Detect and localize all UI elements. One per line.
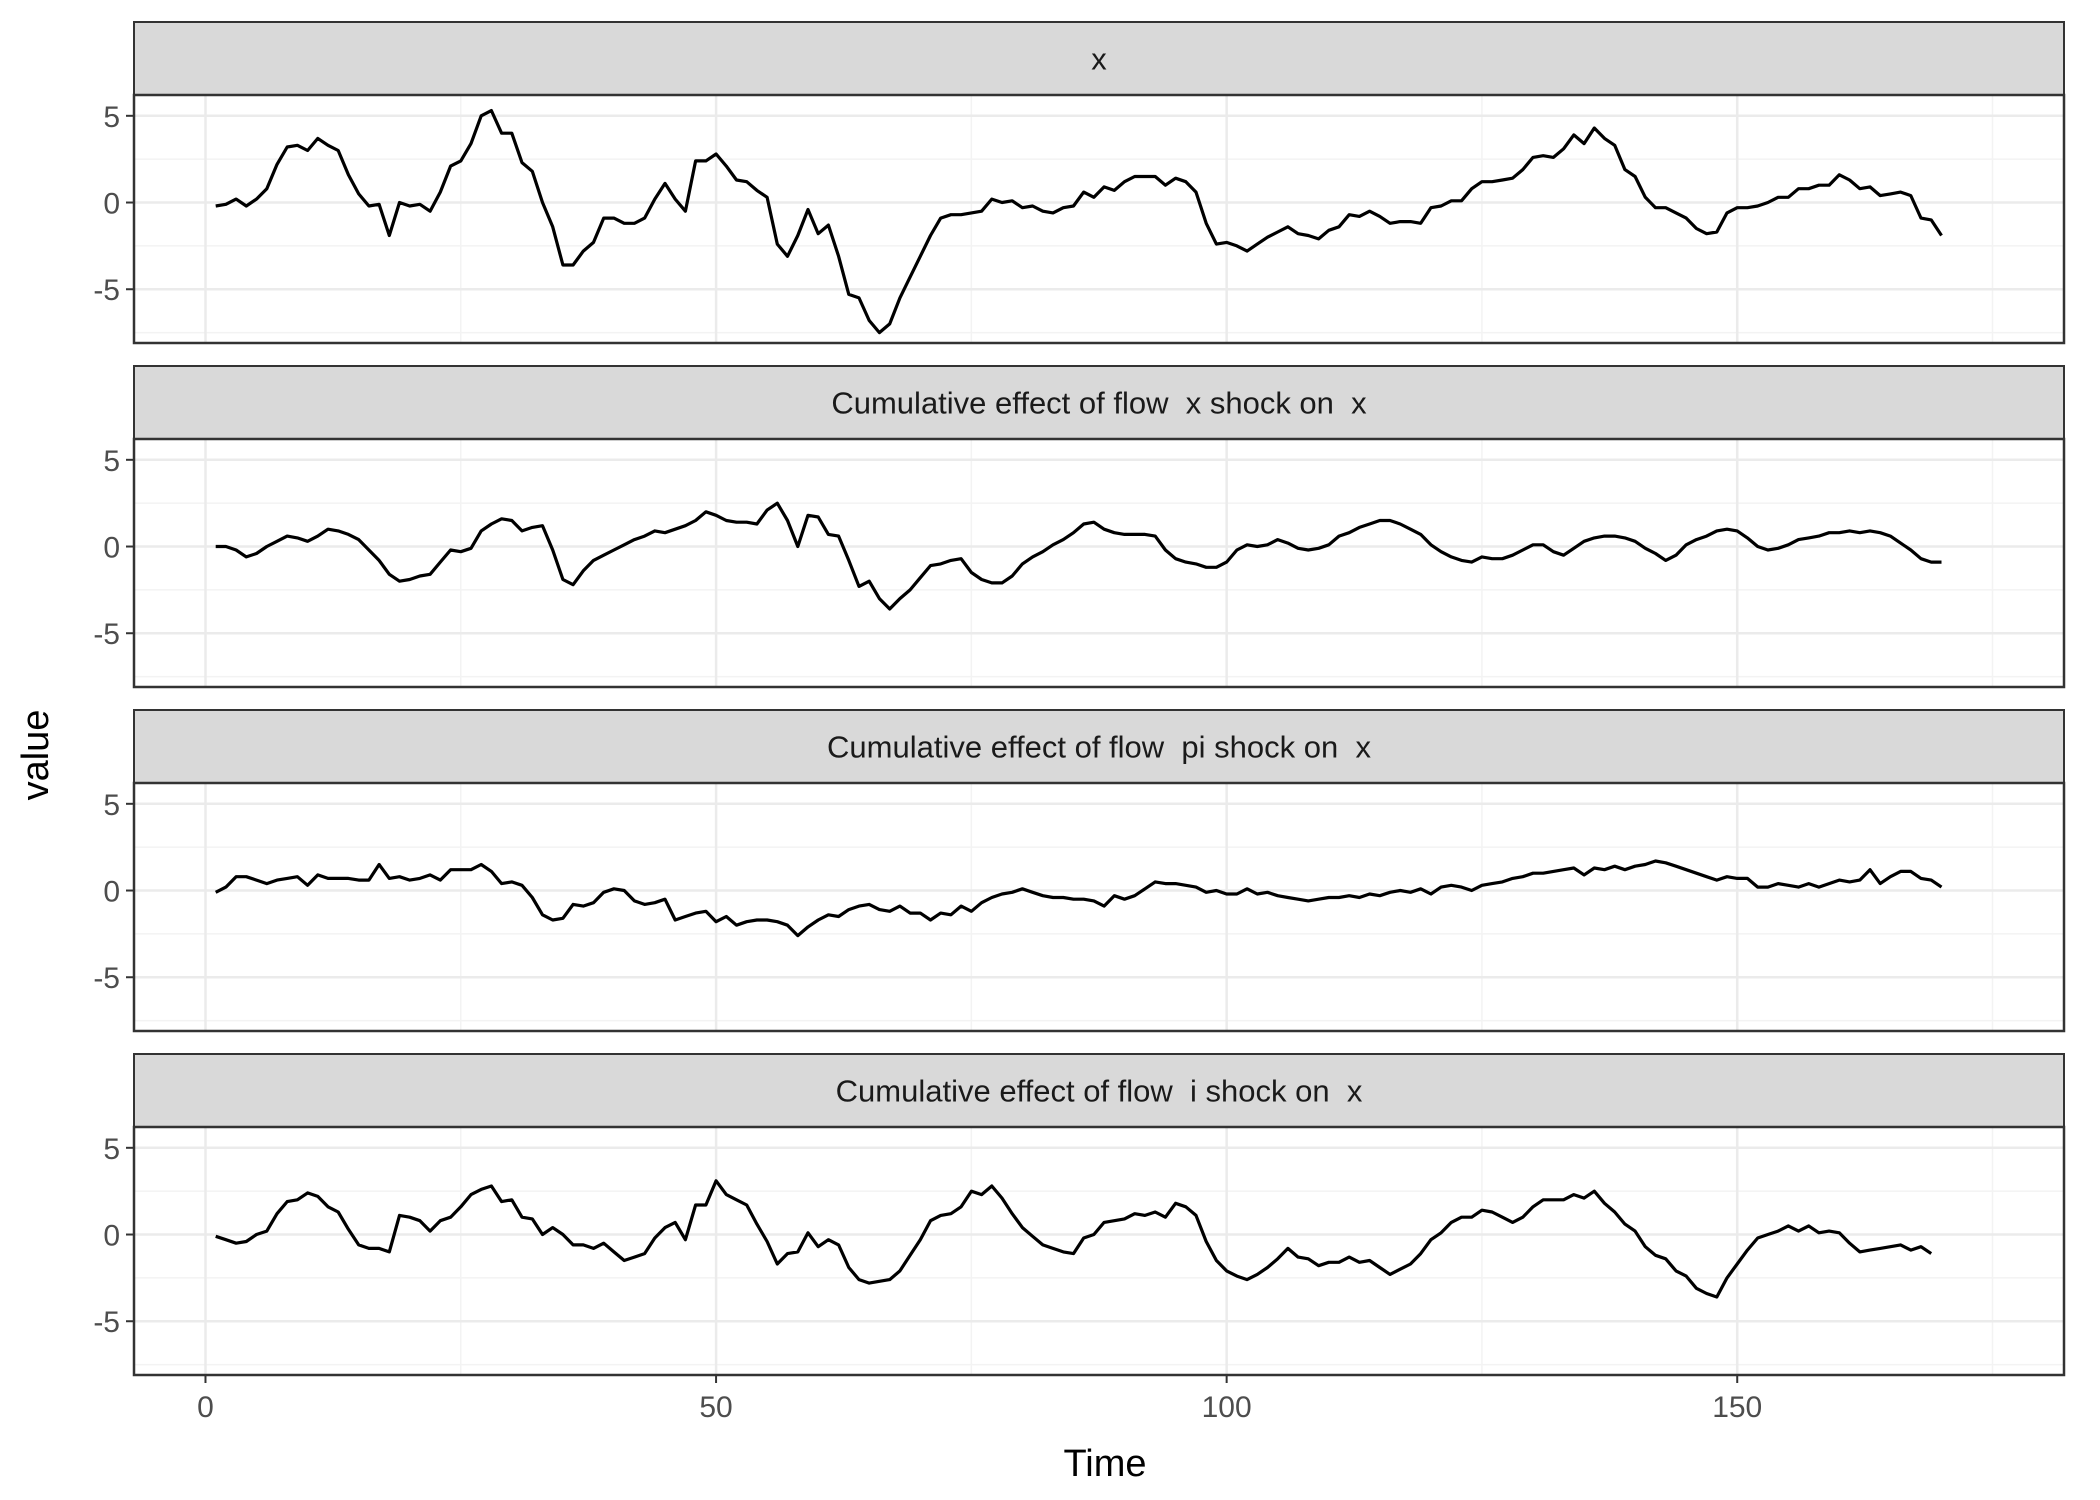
- series-line: [215, 108, 1943, 335]
- y-tick-label: 0: [103, 188, 120, 221]
- y-tick-label: 5: [103, 101, 120, 134]
- y-tick-label: 0: [103, 532, 120, 565]
- plot-background: [134, 1127, 2064, 1375]
- x-axis: 0 50 100 150: [197, 1375, 1762, 1424]
- facet-panel-1: 5 0 -5 x: [93, 21, 2066, 345]
- facet-strip-label: Cumulative effect of flow x shock on x: [831, 386, 1367, 421]
- y-tick-label: -5: [93, 618, 120, 651]
- series-line: [215, 501, 1942, 611]
- y-tick-label: -5: [93, 274, 120, 307]
- panel-border: [132, 781, 2066, 1033]
- facet-strip: [133, 21, 2065, 96]
- x-tick-label: 150: [1712, 1391, 1762, 1424]
- series-line: [214, 859, 1943, 938]
- facet-strip: [133, 1053, 2065, 1128]
- y-tick-label: 0: [103, 876, 120, 909]
- plot-background: [134, 95, 2064, 343]
- y-tick-label: 5: [103, 1133, 120, 1166]
- series-line: [215, 1179, 1933, 1299]
- facet-panel-3: 5 0 -5 Cumulative effect of flow pi shock o…: [93, 709, 2066, 1033]
- y-axis-title: value: [15, 710, 57, 801]
- facet-strip-label: Cumulative effect of flow i shock on x: [836, 1074, 1363, 1109]
- panel-border: [132, 1125, 2066, 1377]
- x-tick-label: 0: [197, 1391, 214, 1424]
- y-tick-label: -5: [93, 1306, 120, 1339]
- plot-background: [134, 783, 2064, 1031]
- x-tick-label: 100: [1202, 1391, 1252, 1424]
- panel-border: [132, 93, 2066, 345]
- panel-border: [132, 437, 2066, 689]
- facet-strip-label: x: [1091, 42, 1107, 77]
- y-tick-label: 5: [103, 789, 120, 822]
- y-tick-label: 0: [103, 1220, 120, 1253]
- y-tick-label: -5: [93, 962, 120, 995]
- x-tick-label: 50: [699, 1391, 732, 1424]
- x-axis-title: Time: [1063, 1443, 1146, 1485]
- plot-background: [134, 439, 2064, 687]
- y-tick-label: 5: [103, 445, 120, 478]
- facet-strip: [133, 709, 2065, 784]
- facet-strip-label: Cumulative effect of flow pi shock on x: [827, 730, 1371, 765]
- facet-panel-4: 5 0 -5 Cumulative effect of flow i shock on…: [93, 1053, 2066, 1377]
- facet-panels: 5 0 -5 x 5 0 -5 Cumulative effect of flow x sho…: [93, 21, 2066, 1377]
- facet-panel-2: 5 0 -5 Cumulative effect of flow x shock on…: [93, 365, 2066, 689]
